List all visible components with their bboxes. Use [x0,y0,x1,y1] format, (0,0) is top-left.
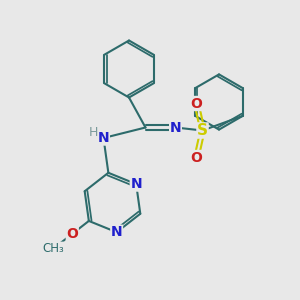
Text: N: N [130,177,142,191]
Text: CH₃: CH₃ [42,242,64,255]
Text: N: N [98,131,109,145]
Text: O: O [190,97,202,110]
Text: N: N [111,225,122,239]
Text: N: N [170,121,181,134]
Text: O: O [190,151,202,164]
Text: O: O [66,227,78,241]
Text: H: H [89,126,99,139]
Text: S: S [197,123,208,138]
